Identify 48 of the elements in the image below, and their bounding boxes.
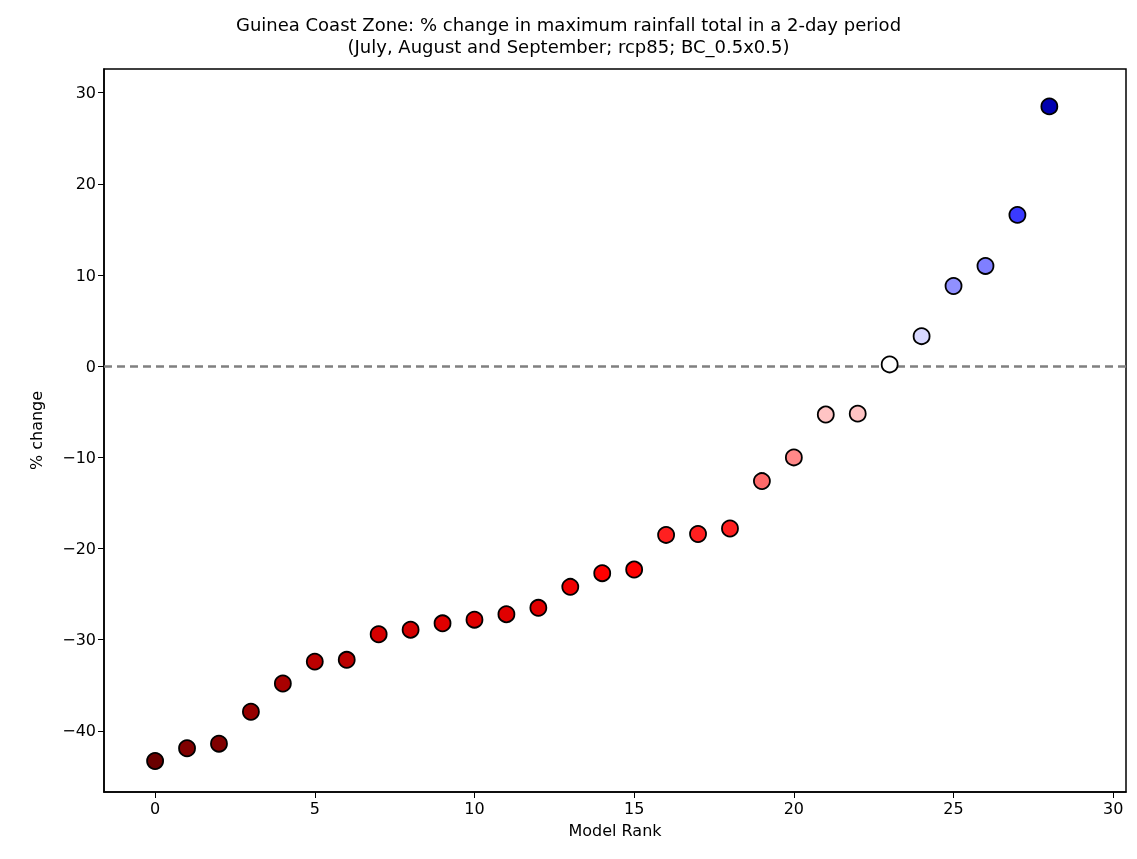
point xyxy=(593,564,612,583)
point xyxy=(146,752,164,770)
x-tick-label: 15 xyxy=(623,798,645,818)
point xyxy=(753,472,771,490)
x-axis-title: Model Rank xyxy=(568,820,663,840)
x-tick-label: 30 xyxy=(1103,798,1124,818)
point xyxy=(976,257,995,275)
point xyxy=(784,448,803,467)
point xyxy=(305,652,324,671)
point xyxy=(401,620,420,639)
point xyxy=(178,739,196,758)
point xyxy=(242,702,260,721)
x-tick-label: 10 xyxy=(464,798,485,818)
point xyxy=(816,405,835,424)
chart-subtitle: (July, August and September; rcp85; BC_0.5x0.5) xyxy=(347,35,790,58)
y-tick-label: 10 xyxy=(75,265,96,285)
point xyxy=(689,525,707,543)
x-tick-label: 0 xyxy=(150,798,161,818)
point xyxy=(625,560,644,579)
y-tick-label: 0 xyxy=(85,356,96,376)
y-tick-label: −40 xyxy=(62,721,96,741)
y-tick-label: 30 xyxy=(75,83,96,103)
point xyxy=(497,605,516,624)
y-tick-label: −10 xyxy=(62,447,96,467)
point xyxy=(273,674,292,693)
point xyxy=(1040,97,1059,116)
y-tick-label: −20 xyxy=(62,539,96,559)
y-tick-label: −30 xyxy=(62,630,96,650)
chart-title: Guinea Coast Zone: % change in maximum rainfall total in a 2-day period xyxy=(235,13,902,35)
point xyxy=(337,650,356,669)
point xyxy=(721,519,739,538)
y-tick-label: 20 xyxy=(75,174,96,194)
point xyxy=(912,327,931,346)
point xyxy=(1008,205,1027,224)
point xyxy=(880,355,899,374)
point xyxy=(369,625,388,644)
point xyxy=(944,277,963,295)
y-axis-title: % change xyxy=(26,390,46,471)
point xyxy=(210,734,228,753)
point xyxy=(529,598,548,617)
point xyxy=(465,610,484,629)
point xyxy=(848,404,867,423)
point xyxy=(561,577,580,596)
x-tick-label: 25 xyxy=(943,798,964,818)
x-tick-label: 5 xyxy=(309,798,320,818)
x-tick-label: 20 xyxy=(783,798,805,818)
point xyxy=(433,614,452,633)
point xyxy=(657,526,675,544)
